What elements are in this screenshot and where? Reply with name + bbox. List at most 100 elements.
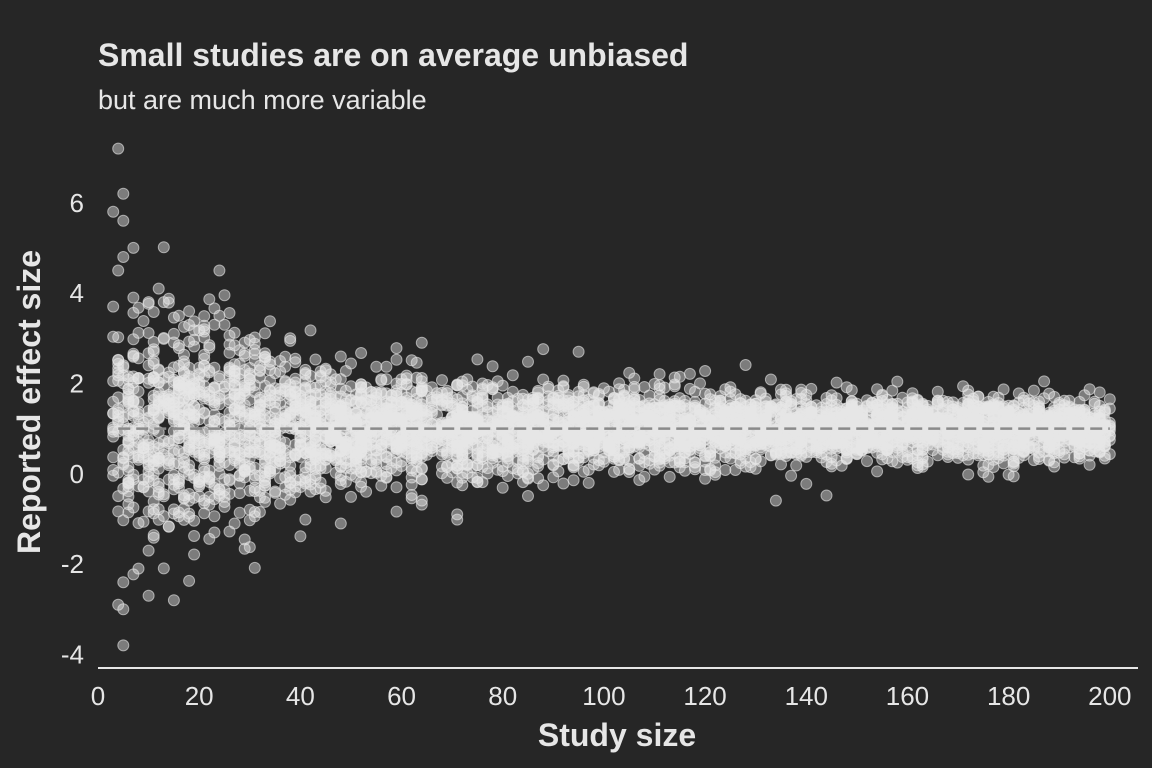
data-point bbox=[1007, 455, 1020, 468]
data-point bbox=[304, 395, 317, 408]
data-point bbox=[744, 456, 757, 469]
data-point bbox=[769, 446, 782, 459]
data-point bbox=[830, 376, 843, 389]
data-point bbox=[982, 458, 995, 471]
data-point bbox=[871, 465, 884, 478]
data-point bbox=[132, 372, 145, 385]
data-point bbox=[319, 484, 332, 497]
data-point bbox=[699, 472, 712, 485]
data-point bbox=[203, 435, 216, 448]
data-point bbox=[188, 324, 201, 337]
data-point bbox=[446, 466, 459, 479]
data-point bbox=[744, 410, 757, 423]
data-point bbox=[683, 367, 696, 380]
data-point bbox=[142, 505, 155, 518]
data-point bbox=[380, 360, 393, 373]
data-point bbox=[496, 481, 509, 494]
data-point bbox=[1043, 439, 1056, 452]
data-point bbox=[719, 464, 732, 476]
data-point bbox=[597, 452, 610, 465]
data-point bbox=[587, 399, 600, 412]
data-point bbox=[608, 465, 620, 478]
data-point bbox=[1027, 384, 1040, 397]
data-point bbox=[375, 479, 388, 492]
data-point bbox=[901, 406, 914, 419]
data-point bbox=[972, 390, 985, 403]
data-point bbox=[142, 297, 155, 310]
data-point bbox=[1103, 393, 1116, 406]
data-point bbox=[132, 451, 145, 464]
data-point bbox=[876, 453, 889, 466]
data-point bbox=[957, 428, 970, 441]
data-point bbox=[248, 561, 261, 574]
data-point bbox=[496, 379, 509, 392]
data-point bbox=[122, 490, 135, 503]
data-point bbox=[370, 395, 383, 408]
data-point bbox=[420, 429, 433, 442]
chart-subtitle: but are much more variable bbox=[98, 85, 427, 115]
data-point bbox=[734, 454, 747, 467]
data-point bbox=[471, 459, 484, 471]
data-point bbox=[962, 405, 975, 418]
data-point bbox=[299, 446, 312, 459]
data-point bbox=[233, 506, 246, 519]
data-point bbox=[203, 339, 216, 352]
data-point bbox=[957, 380, 970, 393]
data-point bbox=[380, 458, 393, 471]
data-point bbox=[208, 493, 221, 506]
data-point bbox=[253, 506, 266, 518]
data-point bbox=[663, 449, 676, 462]
data-point bbox=[390, 353, 403, 366]
data-point bbox=[820, 489, 833, 502]
data-point bbox=[1078, 406, 1091, 418]
data-point bbox=[410, 371, 423, 384]
data-point bbox=[785, 469, 798, 482]
data-point bbox=[436, 425, 448, 437]
data-point bbox=[962, 468, 975, 481]
data-point bbox=[178, 378, 190, 391]
data-point bbox=[678, 402, 691, 415]
data-point bbox=[577, 465, 590, 478]
data-point bbox=[552, 438, 565, 451]
data-point bbox=[405, 492, 418, 505]
data-point bbox=[289, 480, 302, 493]
data-point bbox=[172, 506, 185, 519]
data-point bbox=[147, 451, 160, 464]
data-point bbox=[967, 447, 980, 460]
data-point bbox=[511, 392, 524, 405]
data-point bbox=[709, 408, 722, 420]
data-point bbox=[107, 451, 120, 464]
data-point bbox=[1058, 399, 1071, 412]
data-point bbox=[689, 463, 701, 476]
data-point bbox=[415, 494, 428, 507]
data-point bbox=[694, 377, 706, 390]
data-point bbox=[107, 430, 120, 443]
data-point bbox=[941, 445, 954, 458]
data-point bbox=[350, 458, 362, 471]
data-point bbox=[1103, 416, 1116, 429]
data-point bbox=[233, 487, 246, 500]
data-point bbox=[198, 325, 211, 338]
data-point bbox=[992, 431, 1005, 444]
data-point bbox=[198, 470, 211, 483]
data-point bbox=[269, 485, 282, 498]
data-point bbox=[577, 434, 590, 446]
data-point bbox=[481, 415, 494, 428]
data-point bbox=[825, 437, 838, 450]
data-point bbox=[522, 355, 534, 368]
data-point bbox=[395, 378, 408, 390]
data-point bbox=[127, 306, 140, 319]
data-point bbox=[840, 443, 853, 456]
data-point bbox=[653, 382, 666, 395]
data-point bbox=[471, 471, 484, 484]
data-point bbox=[107, 375, 120, 388]
data-point bbox=[592, 428, 605, 441]
data-point bbox=[405, 354, 418, 367]
data-point bbox=[577, 396, 590, 409]
data-point bbox=[178, 355, 190, 368]
data-point bbox=[952, 401, 964, 414]
data-point bbox=[931, 424, 944, 437]
data-point bbox=[820, 398, 833, 410]
data-point bbox=[334, 445, 347, 458]
data-point bbox=[289, 352, 302, 365]
